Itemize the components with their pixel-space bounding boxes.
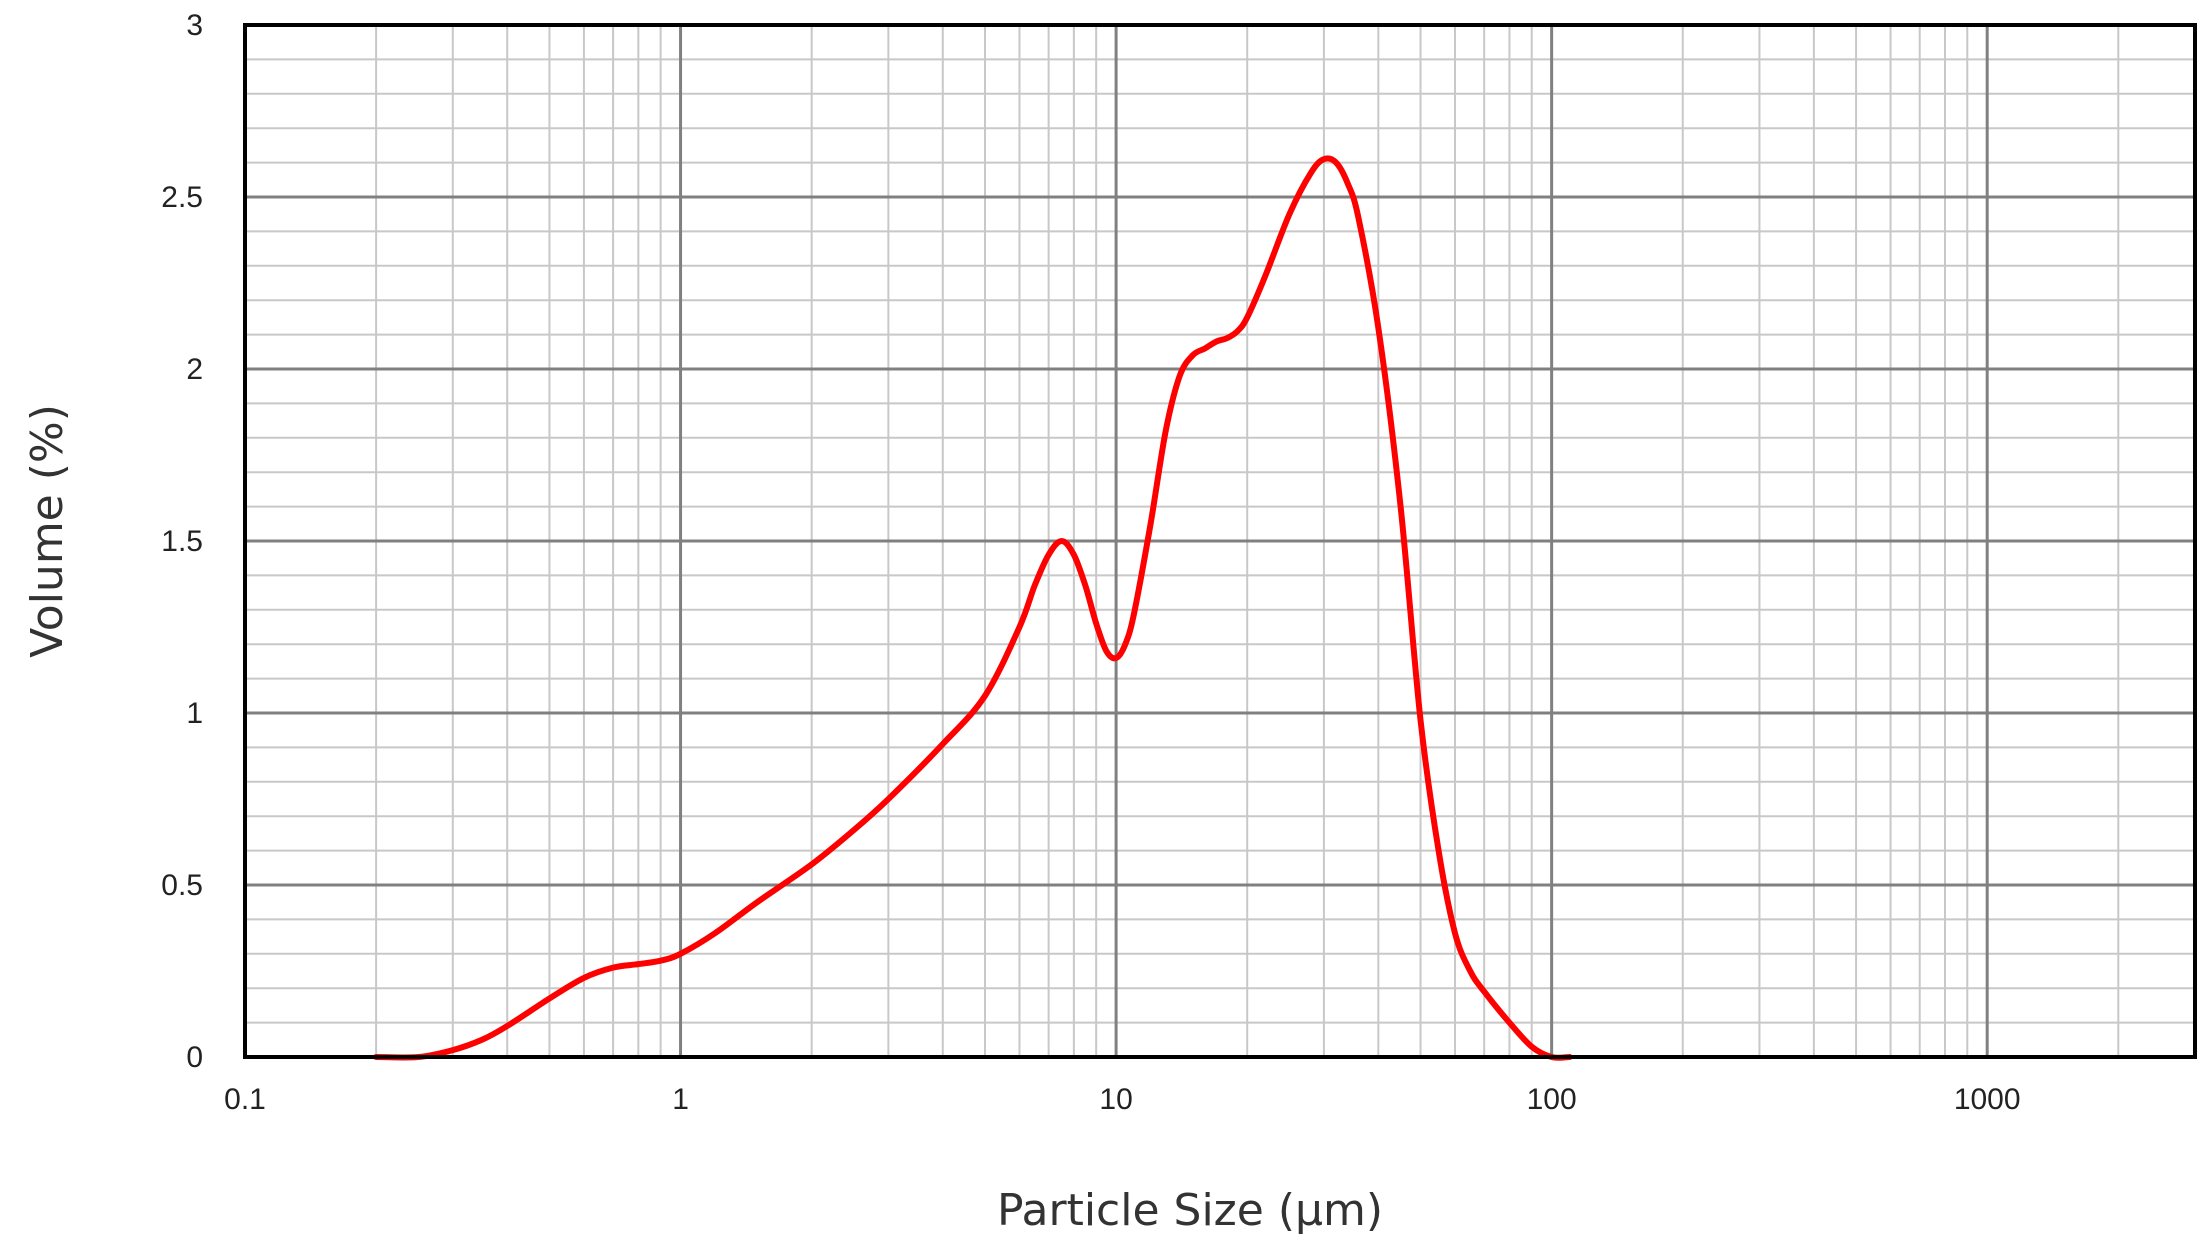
y-tick-label: 0.5	[161, 869, 203, 902]
x-tick-label: 1	[672, 1083, 689, 1116]
y-tick-label: 2	[186, 353, 203, 386]
plot-frame	[243, 23, 2197, 1059]
x-axis-title: Particle Size (µm)	[997, 1185, 1383, 1236]
series-line	[373, 155, 1573, 1061]
y-tick-label: 1.5	[161, 525, 203, 558]
series-layer	[373, 155, 1573, 1061]
x-tick-label: 0.1	[224, 1083, 266, 1116]
y-tick-label: 0	[186, 1041, 203, 1074]
y-tick-label: 1	[186, 697, 203, 730]
y-tick-labels: 0 0.5 1 1.5 2 2.5 3	[161, 9, 203, 1074]
y-tick-label: 3	[186, 9, 203, 42]
y-axis-title: Volume (%)	[22, 404, 73, 658]
x-tick-label: 100	[1527, 1083, 1577, 1116]
x-tick-labels: 0.1 1 10 100 1000	[224, 1083, 2020, 1116]
y-tick-label: 2.5	[161, 181, 203, 214]
x-tick-label: 1000	[1954, 1083, 2021, 1116]
x-tick-label: 10	[1099, 1083, 1132, 1116]
